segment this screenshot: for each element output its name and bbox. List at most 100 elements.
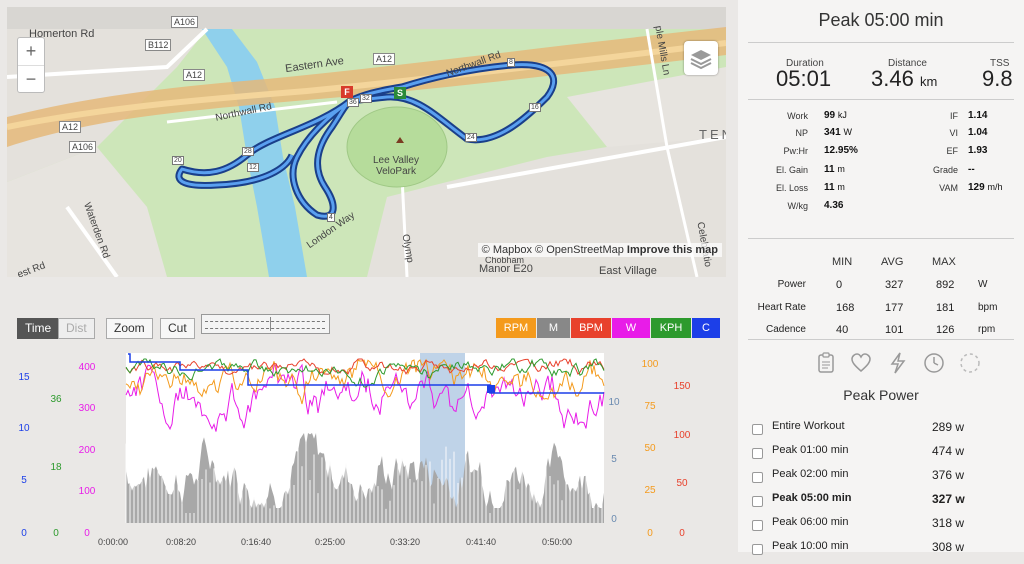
- label-a106-left: A106: [69, 141, 97, 153]
- peak-power-label: Peak 01:00 min: [772, 444, 849, 456]
- dist-toggle-button[interactable]: Dist: [58, 318, 95, 339]
- start-marker[interactable]: S: [394, 87, 406, 99]
- metric-value-el-gain: 11 m: [824, 164, 845, 175]
- label-a12-bot: A12: [373, 53, 396, 65]
- attribution-osm-link[interactable]: © OpenStreetMap: [535, 244, 624, 256]
- axis-tick-right-red: 0: [679, 528, 685, 539]
- label-east-village: East Village: [599, 265, 657, 277]
- peak-power-value: 318 w: [932, 516, 965, 530]
- duration-value: 05:01: [776, 66, 832, 91]
- metric-value-pw-hr: 12.95%: [824, 145, 858, 156]
- axis-tick-left-blue: 10: [18, 423, 30, 434]
- metric-label-w-kg: W/kg: [787, 201, 808, 211]
- metric-label-el-loss: El. Loss: [775, 183, 808, 193]
- peak-power-label: Peak 06:00 min: [772, 516, 849, 528]
- series-toggle-m[interactable]: M: [537, 318, 570, 338]
- distance-label: Distance: [888, 58, 927, 69]
- cut-button[interactable]: Cut: [160, 318, 195, 339]
- km-marker-28[interactable]: 28: [242, 147, 254, 156]
- series-toggle-kph[interactable]: KPH: [651, 318, 691, 338]
- peak-power-row[interactable]: Entire Workout 289 w: [752, 420, 1014, 444]
- summary-divider: [748, 99, 1014, 100]
- peak-power-row[interactable]: Peak 01:00 min 474 w: [752, 444, 1014, 468]
- series-toggle-rpm[interactable]: RPM: [496, 318, 536, 338]
- axis-tick-right-steel: 10: [608, 397, 620, 408]
- zoom-out-button[interactable]: −: [25, 69, 37, 89]
- map-layers-button[interactable]: [684, 41, 718, 75]
- series-toggle-w[interactable]: W: [612, 318, 650, 338]
- metric-label-el-gain: El. Gain: [775, 165, 808, 175]
- map-attribution: © Mapbox © OpenStreetMap Improve this ma…: [477, 243, 722, 257]
- activity-chart-svg[interactable]: 0:00:00 0:08:20 0:16:40 0:25:00 0:33:20 0:41:…: [0, 345, 730, 552]
- map-zoom-control: + −: [17, 37, 45, 93]
- range-handle[interactable]: [270, 317, 271, 331]
- km-marker-24[interactable]: 24: [465, 133, 477, 142]
- axis-tick-right-steel: 0: [611, 514, 617, 525]
- peak-power-checkbox[interactable]: [752, 544, 763, 555]
- clock-icon[interactable]: [923, 352, 945, 379]
- km-marker-20[interactable]: 20: [172, 156, 184, 165]
- peak-power-checkbox[interactable]: [752, 424, 763, 435]
- series-toggle-c[interactable]: C: [692, 318, 720, 338]
- x-tick-label: 0:50:00: [542, 537, 572, 547]
- mma-min-cadence: 40: [836, 324, 849, 336]
- heart-icon[interactable]: [850, 352, 872, 379]
- peak-power-row[interactable]: Peak 10:00 min 308 w: [752, 540, 1014, 564]
- axis-tick-left-blue: 0: [21, 528, 27, 539]
- km-marker-36[interactable]: 36: [347, 98, 359, 107]
- peak-power-checkbox[interactable]: [752, 448, 763, 459]
- label-velopark: Lee Valley VeloPark: [373, 155, 419, 177]
- zoom-button[interactable]: Zoom: [106, 318, 153, 339]
- axis-tick-right-red: 100: [674, 430, 691, 441]
- label-homerton: Homerton Rd: [29, 28, 95, 40]
- peak-power-title: Peak Power: [843, 387, 919, 403]
- time-toggle-button[interactable]: Time: [17, 318, 60, 339]
- mma-divider: [748, 339, 1014, 340]
- axis-tick-left-blue: 15: [18, 372, 30, 383]
- axis-tick-left-magenta: 300: [79, 403, 96, 414]
- peak-power-row[interactable]: Peak 02:00 min 376 w: [752, 468, 1014, 492]
- peak-power-value: 289 w: [932, 420, 965, 434]
- route-map[interactable]: + − Homerton Rd Eastern Ave Northwall Rd…: [7, 7, 726, 277]
- km-marker-8[interactable]: 8: [507, 58, 515, 67]
- dashed-circle-icon[interactable]: [959, 352, 981, 379]
- peak-power-value: 376 w: [932, 468, 965, 482]
- attribution-mapbox-link[interactable]: © Mapbox: [481, 244, 532, 256]
- peak-power-value: 327 w: [932, 492, 965, 506]
- axis-tick-right-orange: 25: [644, 485, 656, 496]
- peak-power-checkbox[interactable]: [752, 520, 763, 531]
- peak-power-row[interactable]: Peak 06:00 min 318 w: [752, 516, 1014, 540]
- metric-value-vi: 1.04: [968, 127, 988, 138]
- axis-tick-right-red: 150: [674, 381, 691, 392]
- metric-label-vi: VI: [949, 128, 958, 138]
- peak-power-row[interactable]: Peak 05:00 min 327 w: [752, 492, 1014, 516]
- mma-row-label-heart-rate: Heart Rate: [757, 302, 806, 313]
- label-chobham: Chobham: [485, 255, 525, 265]
- series-toggle-bpm[interactable]: BPM: [571, 318, 611, 338]
- axis-tick-right-orange: 100: [642, 359, 659, 370]
- range-overview-slider[interactable]: [201, 314, 330, 334]
- axis-tick-left-magenta: 100: [79, 486, 96, 497]
- power-bolt-icon[interactable]: [888, 352, 908, 379]
- peak-power-label: Peak 02:00 min: [772, 468, 849, 480]
- km-marker-16[interactable]: 16: [529, 103, 541, 112]
- distance-value: 3.46 km: [871, 66, 938, 91]
- map-canvas[interactable]: [7, 7, 726, 277]
- peak-power-label: Peak 05:00 min: [772, 492, 852, 504]
- axis-tick-left-blue: 5: [21, 475, 27, 486]
- finish-marker[interactable]: F: [341, 86, 353, 98]
- improve-map-link[interactable]: Improve this map: [626, 244, 718, 256]
- metric-value-vam: 129 m/h: [968, 182, 1003, 193]
- clipboard-icon[interactable]: [816, 352, 836, 379]
- label-a12-left: A12: [59, 121, 82, 133]
- series-kph-speed: [125, 358, 605, 388]
- label-b112: B112: [145, 39, 172, 51]
- km-marker-4[interactable]: 4: [327, 213, 335, 222]
- peak-power-checkbox[interactable]: [752, 472, 763, 483]
- zoom-in-button[interactable]: +: [18, 38, 44, 66]
- mma-avg-heart-rate: 177: [885, 302, 904, 314]
- activity-chart[interactable]: 0:00:00 0:08:20 0:16:40 0:25:00 0:33:20 0:41:…: [0, 345, 730, 552]
- km-marker-32[interactable]: 32: [360, 94, 372, 103]
- km-marker-12[interactable]: 12: [247, 163, 259, 172]
- peak-power-checkbox[interactable]: [752, 496, 763, 507]
